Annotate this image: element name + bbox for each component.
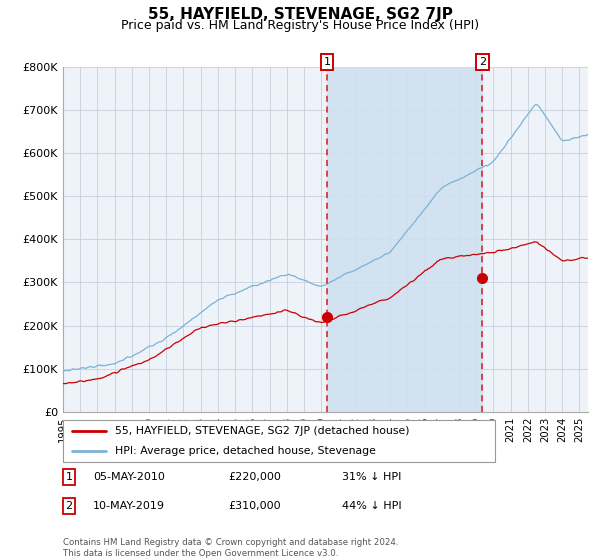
Text: 10-MAY-2019: 10-MAY-2019 (93, 501, 165, 511)
Text: Price paid vs. HM Land Registry's House Price Index (HPI): Price paid vs. HM Land Registry's House … (121, 19, 479, 32)
Bar (327, 67, 482, 412)
Text: HPI: Average price, detached house, Stevenage: HPI: Average price, detached house, Stev… (115, 446, 376, 456)
Text: 31% ↓ HPI: 31% ↓ HPI (342, 472, 401, 482)
Text: 1: 1 (65, 472, 73, 482)
Text: 44% ↓ HPI: 44% ↓ HPI (342, 501, 401, 511)
FancyBboxPatch shape (63, 420, 495, 462)
Text: Contains HM Land Registry data © Crown copyright and database right 2024.
This d: Contains HM Land Registry data © Crown c… (63, 538, 398, 558)
Text: £310,000: £310,000 (228, 501, 281, 511)
Text: 55, HAYFIELD, STEVENAGE, SG2 7JP: 55, HAYFIELD, STEVENAGE, SG2 7JP (148, 7, 452, 22)
Text: 2: 2 (479, 57, 486, 67)
Text: 1: 1 (324, 57, 331, 67)
Text: £220,000: £220,000 (228, 472, 281, 482)
Text: 55, HAYFIELD, STEVENAGE, SG2 7JP (detached house): 55, HAYFIELD, STEVENAGE, SG2 7JP (detach… (115, 426, 409, 436)
Text: 2: 2 (65, 501, 73, 511)
Text: 05-MAY-2010: 05-MAY-2010 (93, 472, 165, 482)
